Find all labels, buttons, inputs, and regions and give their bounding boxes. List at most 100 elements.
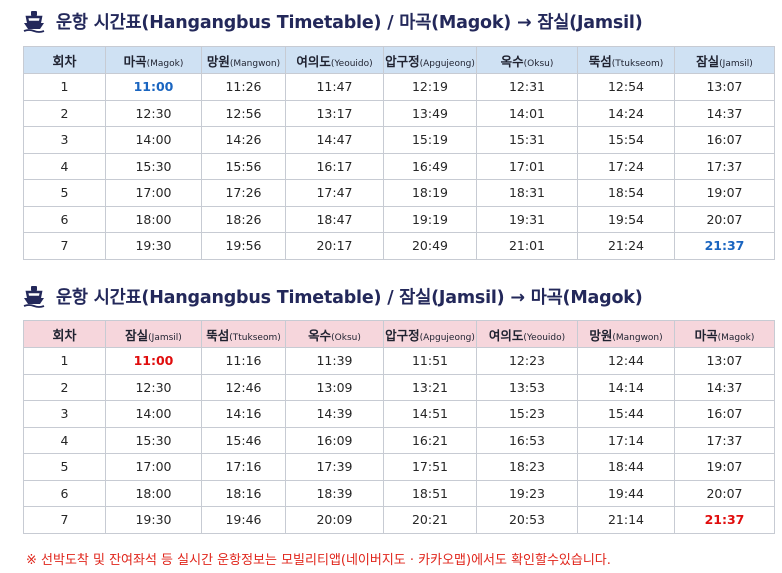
departure-time-cell: 12:30 xyxy=(105,373,202,401)
departure-time-cell: 20:09 xyxy=(285,506,384,534)
departure-time-cell: 15:30 xyxy=(105,426,202,454)
column-header: 압구정(Apgujeong) xyxy=(383,46,477,74)
column-header-sub: (Apgujeong) xyxy=(419,58,475,69)
departure-time-cell: 14:16 xyxy=(201,400,286,428)
trip-number-cell: 4 xyxy=(23,152,106,180)
column-header: 옥수(Oksu) xyxy=(476,46,578,74)
upper-title-text: 운항 시간표(Hangangbus Timetable) / 마곡(Magok)… xyxy=(56,12,643,33)
departure-time-cell: 18:00 xyxy=(105,479,202,507)
departure-time-cell: 12:23 xyxy=(476,347,578,375)
lower-title-text: 운항 시간표(Hangangbus Timetable) / 잠실(Jamsil… xyxy=(56,287,643,308)
timetable-jamsil-to-magok: 회차 잠실(Jamsil) 뚝섬(Ttukseom) 옥수(Oksu) 압구정(Apgu… xyxy=(23,320,775,534)
departure-time-cell: 15:30 xyxy=(105,152,202,180)
column-header-main: 회차 xyxy=(52,328,77,344)
table-row: 1 11:00 11:16 11:39 11:51 12:23 12:44 13:07 xyxy=(23,347,775,375)
departure-time-cell: 18:00 xyxy=(105,205,202,233)
upper-section-title: 운항 시간표(Hangangbus Timetable) / 마곡(Magok)… xyxy=(22,6,643,36)
departure-time-cell: 15:23 xyxy=(476,400,578,428)
departure-time-cell: 16:21 xyxy=(383,426,477,454)
departure-time-cell: 12:54 xyxy=(577,73,675,101)
column-header-sub: (Yeouido) xyxy=(523,332,566,343)
departure-time-cell: 12:46 xyxy=(201,373,286,401)
departure-time-cell: 11:00 xyxy=(105,347,202,375)
table-row: 2 12:30 12:46 13:09 13:21 13:53 14:14 14:37 xyxy=(23,373,775,401)
table-row: 6 18:00 18:26 18:47 19:19 19:31 19:54 20:07 xyxy=(23,205,775,233)
ferry-ship-icon xyxy=(23,11,45,33)
departure-time-cell: 12:30 xyxy=(105,99,202,127)
column-header-main: 잠실 xyxy=(696,53,720,69)
departure-time-cell: 18:31 xyxy=(476,179,578,207)
departure-time-cell: 18:51 xyxy=(383,479,477,507)
table-row: 6 18:00 18:16 18:39 18:51 19:23 19:44 20:07 xyxy=(23,479,775,507)
departure-time-cell: 20:07 xyxy=(674,479,775,507)
column-header-sub: (Ttukseom) xyxy=(611,58,664,69)
column-header-sub: (Jamsil) xyxy=(719,58,753,69)
table-row: 2 12:30 12:56 13:17 13:49 14:01 14:24 14:37 xyxy=(23,99,775,127)
departure-time-cell: 17:14 xyxy=(577,426,675,454)
trip-number-cell: 2 xyxy=(23,99,106,127)
table-body: 1 11:00 11:26 11:47 12:19 12:31 12:54 13:07 2 12:… xyxy=(23,73,775,260)
departure-time-cell: 17:26 xyxy=(201,179,286,207)
departure-time-cell: 21:37 xyxy=(674,232,775,260)
trip-number-cell: 3 xyxy=(23,400,106,428)
column-header: 잠실(Jamsil) xyxy=(674,46,775,74)
departure-time-cell: 14:51 xyxy=(383,400,477,428)
timetable-magok-to-jamsil: 회차 마곡(Magok) 망원(Mangwon) 여의도(Yeouido) 압구정(Ap… xyxy=(23,46,775,260)
departure-time-cell: 17:39 xyxy=(285,453,384,481)
table-row: 4 15:30 15:56 16:17 16:49 17:01 17:24 17:37 xyxy=(23,152,775,180)
table-row: 7 19:30 19:46 20:09 20:21 20:53 21:14 21:37 xyxy=(23,506,775,534)
departure-time-cell: 19:07 xyxy=(674,453,775,481)
table-header-row: 회차 잠실(Jamsil) 뚝섬(Ttukseom) 옥수(Oksu) 압구정(Apgu… xyxy=(23,320,775,348)
departure-time-cell: 13:49 xyxy=(383,99,477,127)
column-header: 회차 xyxy=(23,320,106,348)
departure-time-cell: 11:51 xyxy=(383,347,477,375)
departure-time-cell: 18:16 xyxy=(201,479,286,507)
table-row: 3 14:00 14:16 14:39 14:51 15:23 15:44 16:07 xyxy=(23,400,775,428)
departure-time-cell: 20:07 xyxy=(674,205,775,233)
departure-time-cell: 19:44 xyxy=(577,479,675,507)
departure-time-cell: 11:26 xyxy=(201,73,286,101)
departure-time-cell: 19:07 xyxy=(674,179,775,207)
departure-time-cell: 16:09 xyxy=(285,426,384,454)
table-row: 4 15:30 15:46 16:09 16:21 16:53 17:14 17:37 xyxy=(23,426,775,454)
departure-time-cell: 20:53 xyxy=(476,506,578,534)
departure-time-cell: 14:00 xyxy=(105,126,202,154)
departure-time-cell: 16:17 xyxy=(285,152,384,180)
column-header-sub: (Mangwon) xyxy=(229,58,281,69)
trip-number-cell: 5 xyxy=(23,179,106,207)
departure-time-cell: 11:47 xyxy=(285,73,384,101)
departure-time-cell: 18:44 xyxy=(577,453,675,481)
column-header: 여의도(Yeouido) xyxy=(476,320,578,348)
column-header: 옥수(Oksu) xyxy=(285,320,384,348)
lower-section-title: 운항 시간표(Hangangbus Timetable) / 잠실(Jamsil… xyxy=(22,281,643,311)
table-row: 3 14:00 14:26 14:47 15:19 15:31 15:54 16:07 xyxy=(23,126,775,154)
column-header-main: 뚝섬 xyxy=(206,327,230,343)
departure-time-cell: 18:54 xyxy=(577,179,675,207)
column-header-sub: (Oksu) xyxy=(523,58,554,69)
departure-time-cell: 18:19 xyxy=(383,179,477,207)
departure-time-cell: 21:14 xyxy=(577,506,675,534)
departure-time-cell: 11:16 xyxy=(201,347,286,375)
column-header: 망원(Mangwon) xyxy=(201,46,286,74)
column-header-main: 잠실 xyxy=(125,327,149,343)
departure-time-cell: 17:51 xyxy=(383,453,477,481)
table-row: 5 17:00 17:16 17:39 17:51 18:23 18:44 19:07 xyxy=(23,453,775,481)
departure-time-cell: 12:19 xyxy=(383,73,477,101)
departure-time-cell: 16:53 xyxy=(476,426,578,454)
departure-time-cell: 14:00 xyxy=(105,400,202,428)
departure-time-cell: 17:24 xyxy=(577,152,675,180)
departure-time-cell: 11:39 xyxy=(285,347,384,375)
departure-time-cell: 15:46 xyxy=(201,426,286,454)
departure-time-cell: 18:23 xyxy=(476,453,578,481)
trip-number-cell: 1 xyxy=(23,347,106,375)
departure-time-cell: 16:07 xyxy=(674,400,775,428)
departure-time-cell: 14:47 xyxy=(285,126,384,154)
departure-time-cell: 19:30 xyxy=(105,506,202,534)
departure-time-cell: 13:17 xyxy=(285,99,384,127)
departure-time-cell: 14:37 xyxy=(674,99,775,127)
column-header-main: 마곡 xyxy=(123,53,147,69)
departure-time-cell: 18:26 xyxy=(201,205,286,233)
departure-time-cell: 14:14 xyxy=(577,373,675,401)
departure-time-cell: 14:24 xyxy=(577,99,675,127)
column-header: 마곡(Magok) xyxy=(674,320,775,348)
